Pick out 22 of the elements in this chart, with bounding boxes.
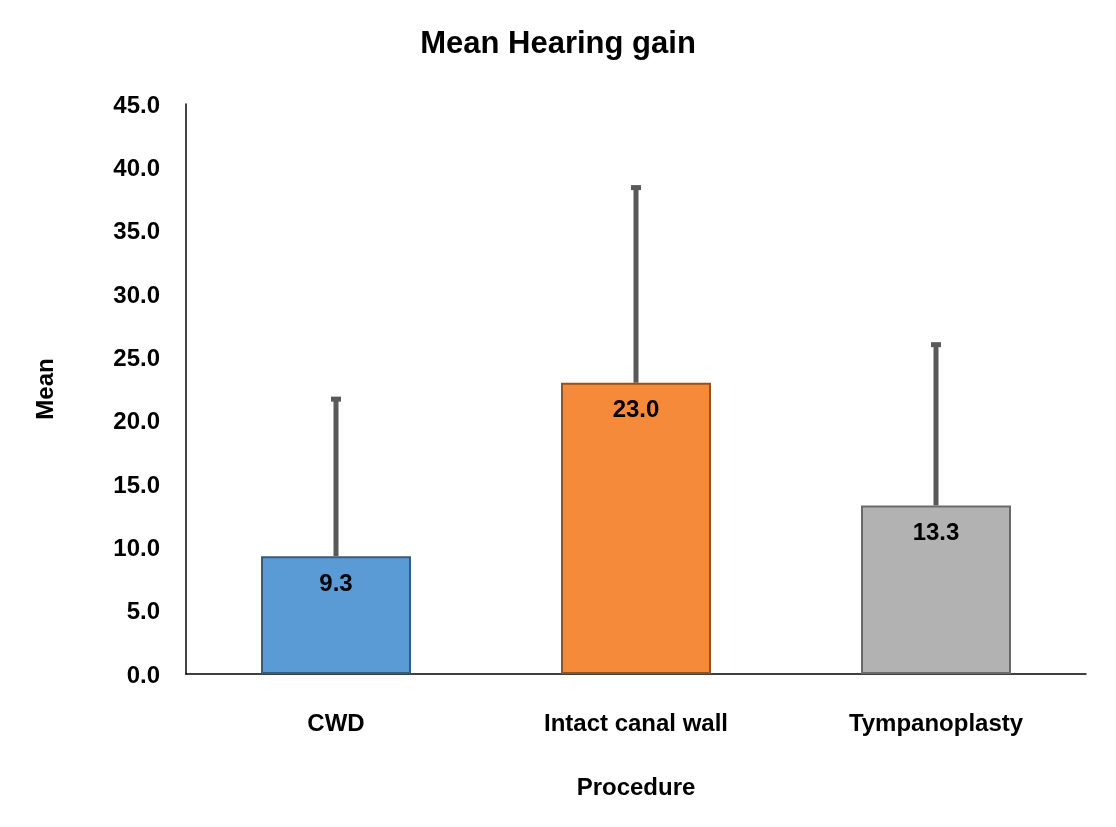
y-tick-label: 0.0 [126, 660, 160, 688]
y-tick-label: 35.0 [113, 217, 160, 245]
y-tick-label: 40.0 [113, 153, 160, 181]
y-axis-title: Mean [30, 358, 58, 420]
y-tick-label: 30.0 [113, 280, 160, 308]
y-tick-label: 20.0 [113, 407, 160, 435]
bar [861, 505, 1011, 674]
x-axis-title: Procedure [576, 772, 696, 800]
chart-title: Mean Hearing gain [420, 25, 696, 60]
y-tick-label: 5.0 [126, 597, 160, 625]
y-tick-label: 45.0 [113, 90, 160, 118]
data-label: 23.0 [612, 395, 660, 423]
bar [561, 382, 711, 674]
y-tick-label: 15.0 [113, 470, 160, 498]
x-tick-label: CWD [307, 708, 365, 736]
y-tick-label: 25.0 [113, 343, 160, 371]
x-tick-label: Intact canal wall [543, 708, 729, 736]
data-label: 13.3 [912, 518, 960, 546]
data-label: 9.3 [319, 568, 353, 596]
y-tick-label: 10.0 [113, 533, 160, 561]
x-tick-label: Tympanoplasty [848, 708, 1024, 736]
bar [261, 556, 411, 674]
